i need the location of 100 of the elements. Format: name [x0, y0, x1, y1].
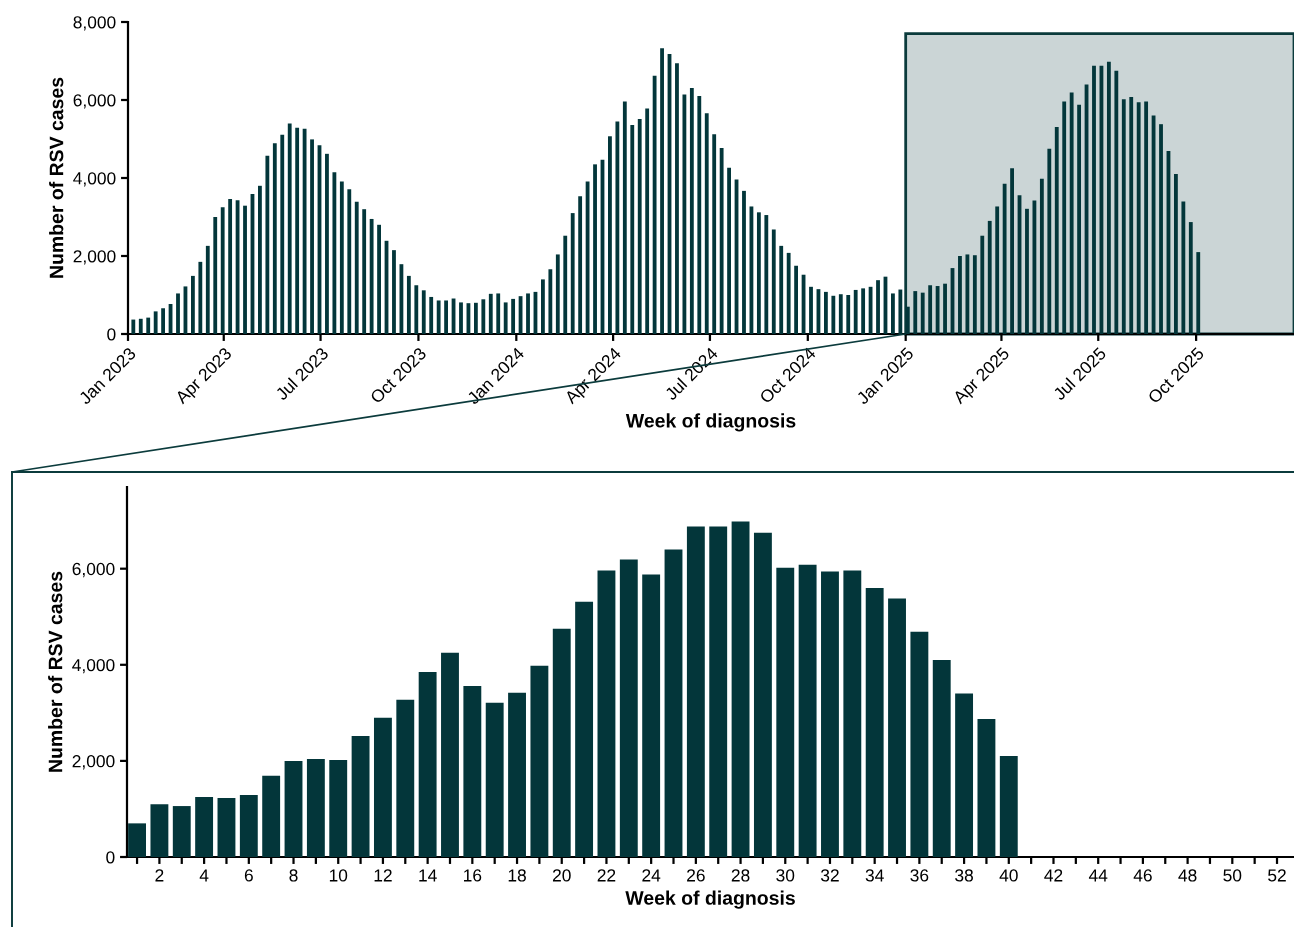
bar — [731, 521, 750, 857]
bar — [779, 245, 784, 334]
bar — [798, 564, 817, 857]
bar — [347, 189, 352, 334]
bar — [262, 775, 281, 857]
x-tick-label: 24 — [642, 869, 661, 882]
x-tick-label: 2 — [155, 869, 164, 882]
bar — [727, 167, 731, 334]
x-tick-label: 52 — [1268, 869, 1286, 882]
x-tick-label: 6 — [244, 869, 253, 882]
bar — [794, 265, 799, 334]
y-axis-title: Number of RSV cases — [49, 77, 64, 278]
x-tick-label: 48 — [1178, 869, 1197, 882]
bar — [463, 685, 482, 857]
bar — [888, 598, 906, 857]
bar — [630, 124, 635, 334]
bar — [675, 63, 679, 334]
bar — [373, 717, 392, 857]
bar — [272, 143, 277, 334]
bar — [258, 185, 262, 334]
bar — [764, 215, 769, 334]
bar — [459, 302, 463, 334]
y-tick-label: 2,000 — [73, 250, 116, 265]
bar — [932, 659, 951, 857]
bar — [265, 155, 270, 334]
bar — [552, 628, 571, 857]
x-tick-label: 10 — [329, 869, 348, 882]
bar — [377, 224, 381, 334]
x-tick-label: 50 — [1223, 869, 1242, 882]
bar — [876, 280, 880, 334]
bar — [396, 699, 415, 857]
bar — [295, 127, 300, 334]
bar — [287, 123, 292, 334]
bar — [128, 823, 146, 857]
bar — [530, 665, 549, 857]
bar — [418, 672, 437, 857]
bar — [652, 75, 657, 334]
y-tick-label: 6,000 — [73, 94, 116, 109]
bar — [190, 275, 195, 334]
y-tick-label: 2,000 — [72, 755, 115, 770]
x-tick-label: 34 — [865, 869, 884, 882]
bar — [619, 559, 638, 857]
x-tick-label: 38 — [955, 869, 973, 882]
bar — [615, 121, 620, 334]
x-tick-label: 8 — [289, 869, 298, 882]
x-tick-label: 28 — [731, 869, 750, 882]
bar — [742, 190, 746, 334]
y-tick-label: 0 — [106, 851, 115, 864]
bar — [955, 693, 974, 857]
bar — [351, 735, 370, 857]
bar — [865, 587, 884, 857]
bar — [910, 631, 929, 857]
bar — [150, 804, 169, 857]
bar — [220, 207, 225, 334]
bar — [441, 652, 459, 857]
bar — [239, 795, 258, 857]
bar — [511, 298, 516, 334]
bar — [809, 286, 813, 334]
y-tick-label: 8,000 — [73, 16, 116, 31]
bar — [555, 254, 560, 334]
bar — [436, 300, 441, 334]
bar — [838, 294, 843, 334]
x-tick-label: 14 — [419, 869, 437, 882]
bar — [831, 295, 836, 334]
bar — [563, 235, 568, 334]
bar — [719, 147, 724, 334]
bar — [697, 96, 702, 334]
bar — [485, 702, 504, 857]
bar — [712, 134, 717, 334]
bar — [597, 570, 616, 857]
bar — [213, 217, 218, 334]
bar — [306, 758, 325, 857]
y-tick-label: 4,000 — [72, 658, 115, 674]
x-tick-label: 12 — [374, 869, 392, 882]
x-tick-label: 42 — [1044, 869, 1063, 882]
bar — [704, 113, 709, 334]
bar — [339, 181, 344, 334]
bar — [198, 261, 203, 334]
bar — [369, 218, 374, 334]
bar — [853, 289, 858, 334]
bar — [172, 806, 191, 857]
y-tick-label: 4,000 — [73, 172, 116, 187]
bar — [753, 532, 772, 857]
bar — [977, 719, 996, 857]
x-tick-label: 18 — [508, 869, 526, 882]
bar — [503, 302, 508, 334]
bar — [406, 275, 411, 334]
bar — [999, 756, 1018, 857]
bar — [821, 571, 839, 857]
bar — [846, 295, 851, 334]
x-tick-label: 36 — [910, 869, 929, 882]
bar — [195, 796, 214, 857]
bar — [682, 94, 687, 334]
bar — [488, 293, 493, 334]
bar — [585, 181, 590, 334]
bar — [843, 570, 862, 857]
x-tick-label: 20 — [552, 869, 571, 882]
bar — [362, 209, 367, 334]
x-tick-label: 30 — [776, 869, 795, 882]
bar — [280, 134, 285, 334]
